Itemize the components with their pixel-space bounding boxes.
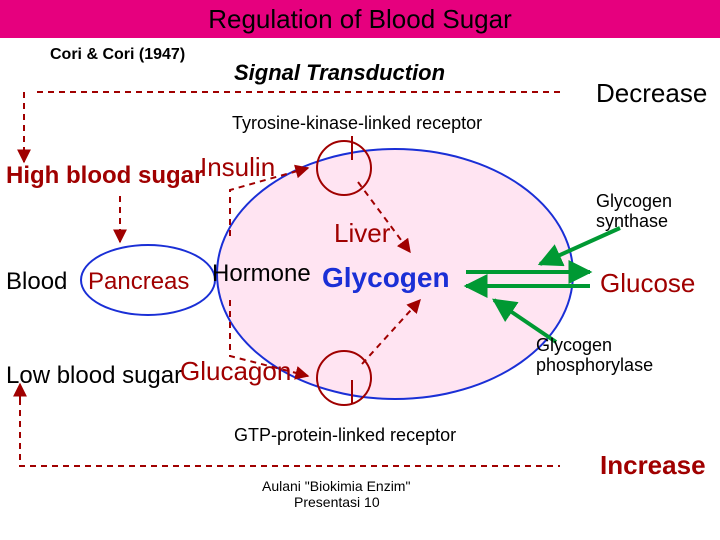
glucose-label: Glucose: [600, 268, 695, 299]
glycogen-synthase-label: Glycogensynthase: [596, 192, 672, 232]
gpr-receptor-circle: [316, 350, 372, 406]
low-blood-sugar-label: Low blood sugar: [6, 362, 182, 390]
tkr-receptor-circle: [316, 140, 372, 196]
page-title: Regulation of Blood Sugar: [208, 4, 512, 34]
glucagon-label: Glucagon: [180, 356, 291, 387]
tkr-label: Tyrosine-kinase-linked receptor: [228, 112, 486, 135]
increase-label: Increase: [600, 450, 706, 481]
title-bar: Regulation of Blood Sugar: [0, 0, 720, 38]
decrease-label: Decrease: [596, 78, 707, 109]
pancreas-label: Pancreas: [88, 268, 189, 296]
footer-line-2: Presentasi 10: [294, 494, 380, 510]
hormone-label: Hormone: [212, 260, 311, 288]
signal-transduction-heading: Signal Transduction: [234, 60, 445, 86]
liver-label: Liver: [334, 218, 390, 249]
diagram-stage: Regulation of Blood Sugar Cori & Cori (1…: [0, 0, 720, 540]
insulin-label: Insulin: [200, 152, 275, 183]
glycogen-phosphorylase-label: Glycogenphosphorylase: [536, 336, 653, 376]
footer-line-1: Aulani "Biokimia Enzim": [262, 478, 410, 494]
blood-label: Blood: [6, 268, 67, 296]
gpr-label: GTP-protein-linked receptor: [230, 424, 460, 447]
cori-citation: Cori & Cori (1947): [50, 46, 185, 64]
glycogen-label: Glycogen: [322, 262, 450, 294]
high-blood-sugar-label: High blood sugar: [6, 162, 203, 190]
